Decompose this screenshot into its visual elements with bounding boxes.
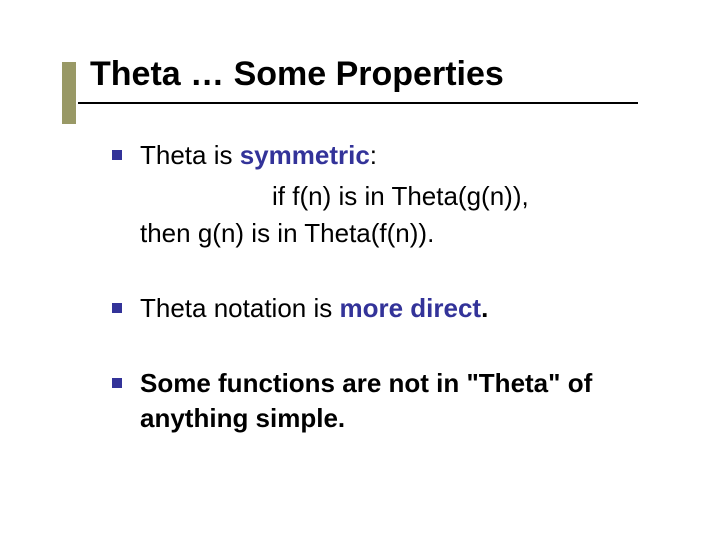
text-lead: Theta notation is bbox=[140, 293, 339, 323]
bullet-text: Theta notation is more direct. bbox=[140, 291, 488, 326]
bullet-block-2: Theta notation is more direct. bbox=[112, 291, 650, 326]
bullet-line3: then g(n) is in Theta(f(n)). bbox=[112, 216, 650, 251]
bullet-text-bold: Some functions are not in "Theta" of any… bbox=[140, 366, 650, 436]
bullet-item: Some functions are not in "Theta" of any… bbox=[112, 366, 650, 436]
text-after: : bbox=[370, 140, 377, 170]
slide-container: Theta … Some Properties Theta is symmetr… bbox=[0, 0, 720, 540]
square-bullet-icon bbox=[112, 303, 122, 313]
text-accent: more direct bbox=[339, 293, 481, 323]
slide-content: Theta is symmetric: if f(n) is in Theta(… bbox=[90, 138, 650, 437]
bullet-text: Theta is symmetric: bbox=[140, 138, 377, 173]
bullet-item: Theta notation is more direct. bbox=[112, 291, 650, 326]
text-lead: Theta is bbox=[140, 140, 240, 170]
bullet-block-1: Theta is symmetric: if f(n) is in Theta(… bbox=[112, 138, 650, 251]
slide-title: Theta … Some Properties bbox=[90, 55, 650, 94]
bullet-item: Theta is symmetric: bbox=[112, 138, 650, 173]
title-accent-bar bbox=[62, 62, 76, 124]
bullet-block-3: Some functions are not in "Theta" of any… bbox=[112, 366, 650, 436]
text-after: . bbox=[481, 293, 488, 323]
square-bullet-icon bbox=[112, 378, 122, 388]
title-underline bbox=[78, 102, 638, 104]
text-accent: symmetric bbox=[240, 140, 370, 170]
bullet-line2: if f(n) is in Theta(g(n)), bbox=[112, 179, 650, 214]
square-bullet-icon bbox=[112, 150, 122, 160]
